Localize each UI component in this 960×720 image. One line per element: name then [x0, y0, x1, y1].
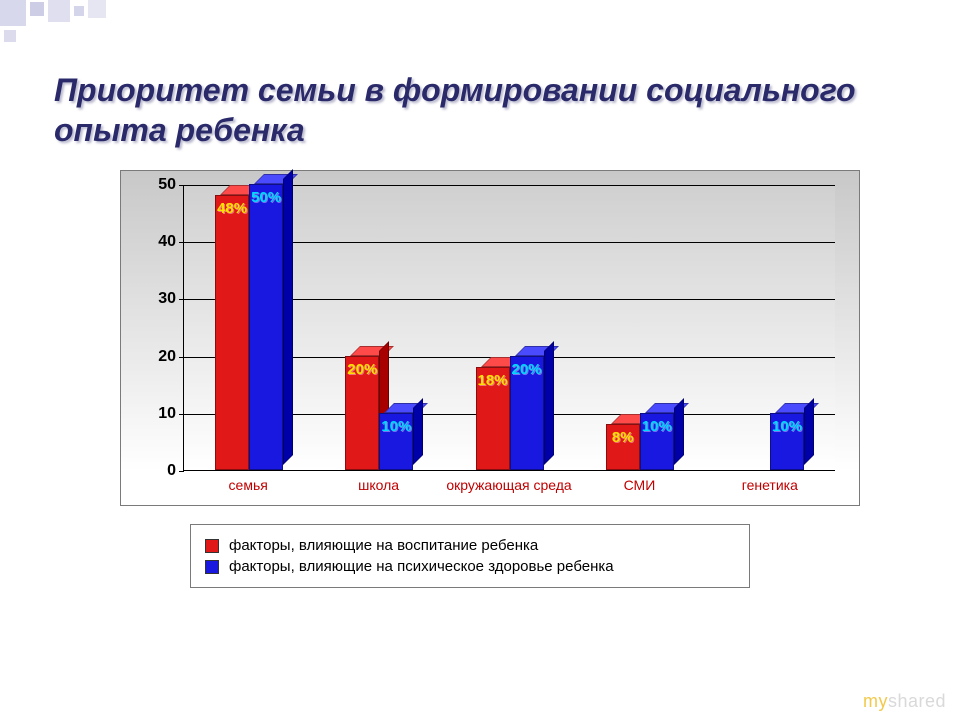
category-group: 20% 10% [314, 185, 444, 470]
ytick-label: 0 [167, 462, 176, 480]
bar: 10% [770, 413, 804, 470]
corner-decoration [0, 0, 200, 40]
legend-item: факторы, влияющие на воспитание ребенка [205, 535, 735, 556]
bar-value-label: 8% [612, 429, 634, 446]
xtick-label: школа [313, 477, 443, 493]
ytick-label: 30 [158, 290, 176, 308]
legend-swatch [205, 539, 219, 553]
xtick-label: окружающая среда [444, 477, 574, 493]
legend-label: факторы, влияющие на психическое здоровь… [229, 558, 614, 575]
category-group: 8% 10% [575, 185, 705, 470]
category-group: 18%20% [444, 185, 574, 470]
watermark-suffix: shared [888, 691, 946, 711]
ytick-label: 10 [158, 405, 176, 423]
category-group: 10% [705, 185, 835, 470]
legend-item: факторы, влияющие на психическое здоровь… [205, 556, 735, 577]
bar-value-label: 50% [251, 189, 281, 206]
slide-title: Приоритет семьи в формировании социально… [54, 70, 910, 150]
bar-value-label: 10% [381, 418, 411, 435]
ytick-label: 20 [158, 348, 176, 366]
bar-value-label: 20% [511, 361, 541, 378]
legend: факторы, влияющие на воспитание ребенка ф… [190, 524, 750, 588]
bar-value-label: 10% [772, 418, 802, 435]
bar-value-label: 20% [347, 361, 377, 378]
legend-swatch [205, 560, 219, 574]
xtick-label: семья [183, 477, 313, 493]
legend-label: факторы, влияющие на воспитание ребенка [229, 537, 538, 554]
bar: 50% [249, 184, 283, 470]
bar: 18% [476, 367, 510, 470]
x-axis-labels: семьяшколаокружающая средаСМИгенетика [183, 471, 835, 505]
ytick-label: 50 [158, 176, 176, 194]
plot-area: 0102030405048%50%20%10%18%20%8%10%10% [121, 171, 859, 471]
watermark-prefix: my [863, 691, 888, 711]
chart-frame: 0102030405048%50%20%10%18%20%8%10%10% се… [120, 170, 860, 506]
bar: 10% [640, 413, 674, 470]
xtick-label: генетика [705, 477, 835, 493]
bar: 48% [215, 195, 249, 470]
bar: 10% [379, 413, 413, 470]
bar: 8% [606, 424, 640, 470]
ytick-label: 40 [158, 233, 176, 251]
xtick-label: СМИ [574, 477, 704, 493]
bar: 20% [345, 356, 379, 470]
bar-value-label: 48% [217, 200, 247, 217]
category-group: 48%50% [184, 185, 314, 470]
bar: 20% [510, 356, 544, 470]
watermark: myshared [863, 691, 946, 712]
bar-value-label: 10% [642, 418, 672, 435]
bar-value-label: 18% [477, 372, 507, 389]
